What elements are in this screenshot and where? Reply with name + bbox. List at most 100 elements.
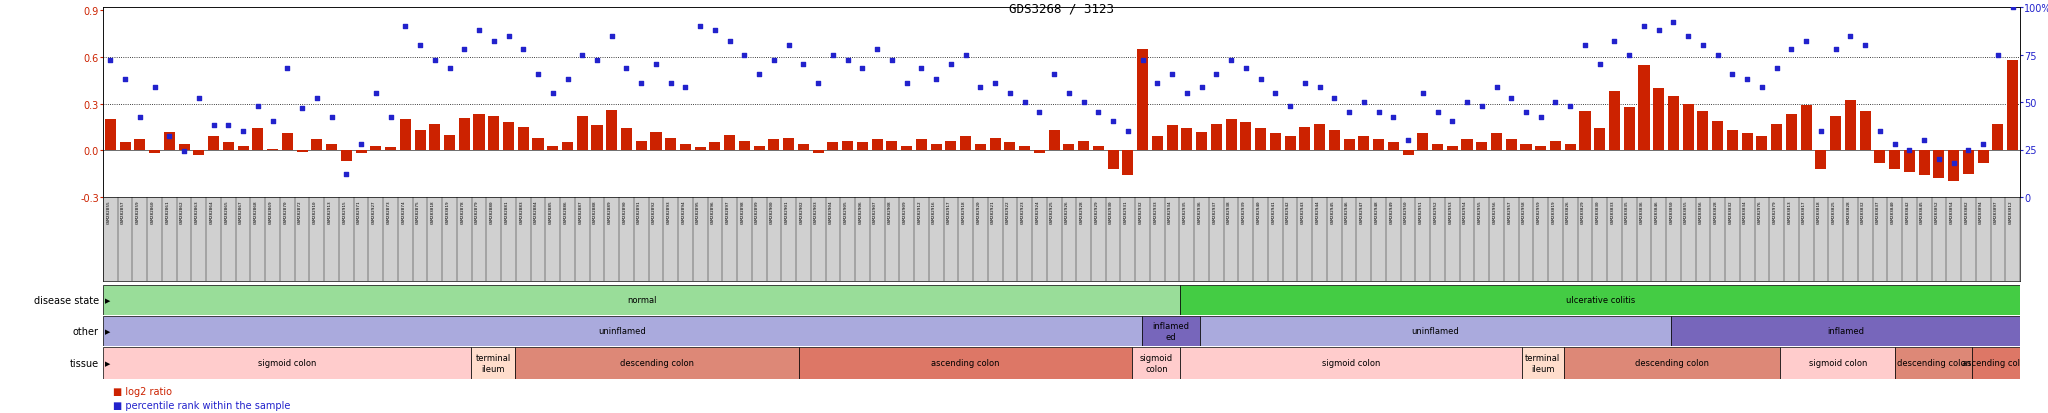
Point [920, 77, 952, 83]
Text: GSM282907: GSM282907 [872, 200, 877, 223]
Bar [1417, 134, 1427, 151]
Point [1008, 100, 1040, 106]
Bar [799, 347, 1133, 379]
Point [905, 65, 938, 72]
Text: GSM282906: GSM282906 [858, 200, 862, 223]
Text: GSM282944: GSM282944 [1315, 200, 1319, 223]
Bar [1667, 97, 1679, 151]
Text: GSM282913: GSM282913 [328, 200, 332, 223]
Point [1688, 43, 1720, 49]
Bar [1831, 117, 1841, 151]
Point [655, 81, 688, 87]
Point [1864, 128, 1896, 135]
Bar [1403, 151, 1413, 156]
Text: GSM282901: GSM282901 [784, 200, 788, 223]
Text: GSM283029: GSM283029 [1581, 200, 1585, 223]
Text: GSM282923: GSM282923 [1020, 200, 1024, 223]
Bar [399, 120, 412, 151]
Bar [739, 142, 750, 151]
Text: GSM282869: GSM282869 [268, 200, 272, 223]
Bar [473, 115, 485, 151]
Bar [1372, 140, 1384, 151]
Text: GSM283013: GSM283013 [1788, 200, 1792, 223]
Text: GSM282950: GSM282950 [1405, 200, 1409, 223]
Point [1892, 147, 1925, 154]
Point [1554, 103, 1587, 110]
Text: GSM283046: GSM283046 [1655, 200, 1659, 223]
Point [1450, 100, 1483, 106]
Bar [297, 151, 307, 152]
Text: GDS3268 / 3123: GDS3268 / 3123 [1010, 2, 1114, 15]
Point [772, 43, 805, 49]
Bar [1948, 151, 1960, 182]
Text: GSM282898: GSM282898 [741, 200, 745, 223]
Bar [709, 143, 721, 151]
Point [1745, 84, 1778, 91]
Bar [1049, 131, 1059, 151]
Point [137, 84, 170, 91]
Text: GSM282872: GSM282872 [299, 200, 301, 223]
Bar [1210, 124, 1223, 151]
Text: GSM282953: GSM282953 [1448, 200, 1452, 223]
Point [344, 141, 377, 148]
Text: GSM282865: GSM282865 [225, 200, 227, 223]
Point [1614, 52, 1647, 59]
Point [743, 71, 776, 78]
Text: GSM282908: GSM282908 [889, 200, 893, 223]
Text: GSM282926: GSM282926 [1065, 200, 1069, 223]
Bar [1905, 151, 1915, 173]
Text: GSM283055: GSM283055 [1683, 200, 1688, 223]
Bar [635, 142, 647, 151]
Bar [1993, 124, 2003, 151]
Bar [799, 145, 809, 151]
Point [670, 84, 702, 91]
Point [1819, 46, 1851, 53]
Text: GSM282868: GSM282868 [254, 200, 258, 223]
Text: GSM282885: GSM282885 [549, 200, 553, 223]
Point [831, 58, 864, 64]
Point [817, 52, 850, 59]
Text: GSM282924: GSM282924 [1036, 200, 1040, 223]
Bar [1315, 124, 1325, 151]
Text: GSM282941: GSM282941 [1272, 200, 1276, 223]
Bar [135, 140, 145, 151]
Point [330, 171, 362, 178]
Text: GSM282932: GSM282932 [1139, 200, 1143, 223]
Point [729, 52, 762, 59]
Text: GSM283036: GSM283036 [1640, 200, 1645, 223]
Bar [842, 142, 854, 151]
Bar [1536, 146, 1546, 151]
Text: GSM282883: GSM282883 [520, 200, 524, 223]
Point [1260, 90, 1292, 97]
Text: GSM283028: GSM283028 [1714, 200, 1718, 223]
Point [1319, 96, 1352, 102]
Point [1421, 109, 1454, 116]
Text: GSM282959: GSM282959 [1536, 200, 1540, 223]
Point [786, 62, 819, 68]
Bar [238, 146, 248, 151]
Text: GSM283017: GSM283017 [1802, 200, 1806, 223]
Text: GSM283037: GSM283037 [1876, 200, 1880, 223]
Text: other: other [74, 326, 98, 336]
Bar [1298, 128, 1311, 151]
Text: GSM282949: GSM282949 [1389, 200, 1393, 223]
Text: sigmoid
colon: sigmoid colon [1141, 354, 1174, 373]
Bar [1180, 285, 2019, 315]
Text: terminal
ileum: terminal ileum [1526, 354, 1561, 373]
Bar [371, 146, 381, 151]
Bar [1284, 137, 1296, 151]
Text: GSM282874: GSM282874 [401, 200, 406, 223]
Bar [1712, 121, 1722, 151]
Text: GSM282897: GSM282897 [725, 200, 729, 223]
Text: GSM282862: GSM282862 [180, 200, 184, 223]
Text: GSM282954: GSM282954 [1462, 200, 1466, 223]
Bar [1671, 316, 2019, 346]
Bar [1200, 316, 1671, 346]
Point [1274, 103, 1307, 110]
Text: GSM282887: GSM282887 [578, 200, 582, 223]
Point [698, 27, 731, 34]
Point [432, 65, 465, 72]
Text: GSM282859: GSM282859 [135, 200, 139, 223]
Point [1171, 90, 1204, 97]
Point [684, 24, 717, 30]
